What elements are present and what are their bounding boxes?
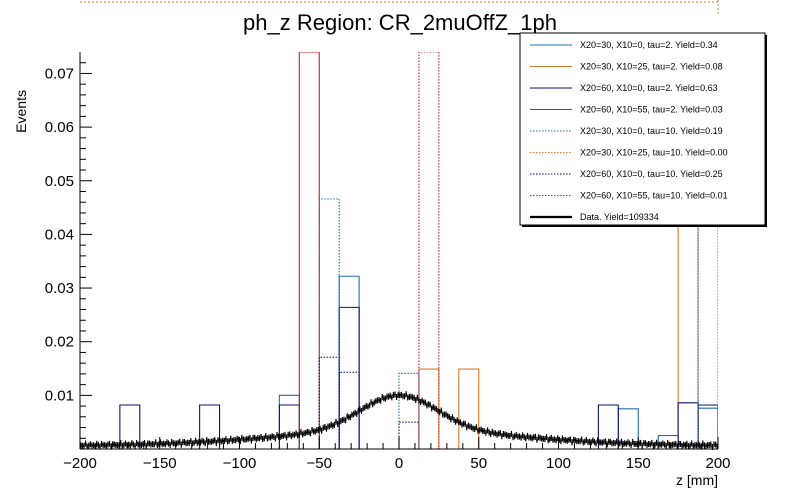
x-tick-label: 50 [470, 455, 487, 472]
x-tick-label: 100 [546, 455, 571, 472]
y-tick-label: 0.03 [45, 280, 74, 297]
x-tick-label: −50 [307, 455, 332, 472]
x-tick-label: −200 [63, 455, 97, 472]
legend-entry: X20=30, X10=25, tau=2. Yield=0.08 [580, 62, 723, 72]
legend-entry: X20=30, X10=0, tau=10. Yield=0.19 [580, 126, 723, 136]
series-5-bin-2 [398, 372, 420, 449]
chart-title: ph_z Region: CR_2muOffZ_1ph [243, 10, 557, 35]
x-tick-label: 0 [395, 455, 403, 472]
x-axis-label: z [mm] [676, 472, 718, 488]
y-tick-label: 0.05 [45, 173, 74, 190]
y-tick-label: 0.02 [45, 334, 74, 351]
legend-entry: X20=60, X10=0, tau=2. Yield=0.63 [580, 83, 718, 93]
series-3-bin-1 [119, 404, 141, 449]
legend-box [519, 32, 766, 226]
series-2-bin-2 [458, 368, 480, 449]
x-tick-label: −150 [143, 455, 177, 472]
y-tick-label: 0.07 [45, 65, 74, 82]
series-3-bin-2 [199, 404, 221, 449]
legend-entry: X20=30, X10=25, tau=10. Yield=0.00 [580, 148, 728, 158]
legend-entry: X20=60, X10=55, tau=2. Yield=0.03 [580, 105, 723, 115]
series-3-bin-5 [597, 404, 619, 449]
y-axis-label: Events [13, 90, 29, 133]
legend-entry: X20=60, X10=0, tau=10. Yield=0.25 [580, 169, 723, 179]
x-tick-label: −100 [223, 455, 257, 472]
x-tick-label: 200 [705, 455, 730, 472]
y-tick-label: 0.01 [45, 387, 74, 404]
legend-entry: Data. Yield=109334 [580, 212, 659, 222]
legend: X20=30, X10=0, tau=2. Yield=0.34 X20=30, … [519, 32, 767, 227]
x-tick-label: 150 [626, 455, 651, 472]
y-tick-label: 0.06 [45, 119, 74, 136]
series-layer [119, 52, 718, 449]
plot-area: −200 −150 −100 −50 0 50 100 150 200 0.01 0.02 0.03 0… [45, 52, 731, 472]
series-7-bin-1 [318, 356, 340, 449]
legend-entry: X20=30, X10=0, tau=2. Yield=0.34 [580, 40, 718, 50]
series-8-bin-1 [418, 52, 440, 449]
y-tick-label: 0.04 [45, 226, 74, 243]
legend-entry: X20=60, X10=55, tau=10. Yield=0.01 [580, 191, 728, 201]
